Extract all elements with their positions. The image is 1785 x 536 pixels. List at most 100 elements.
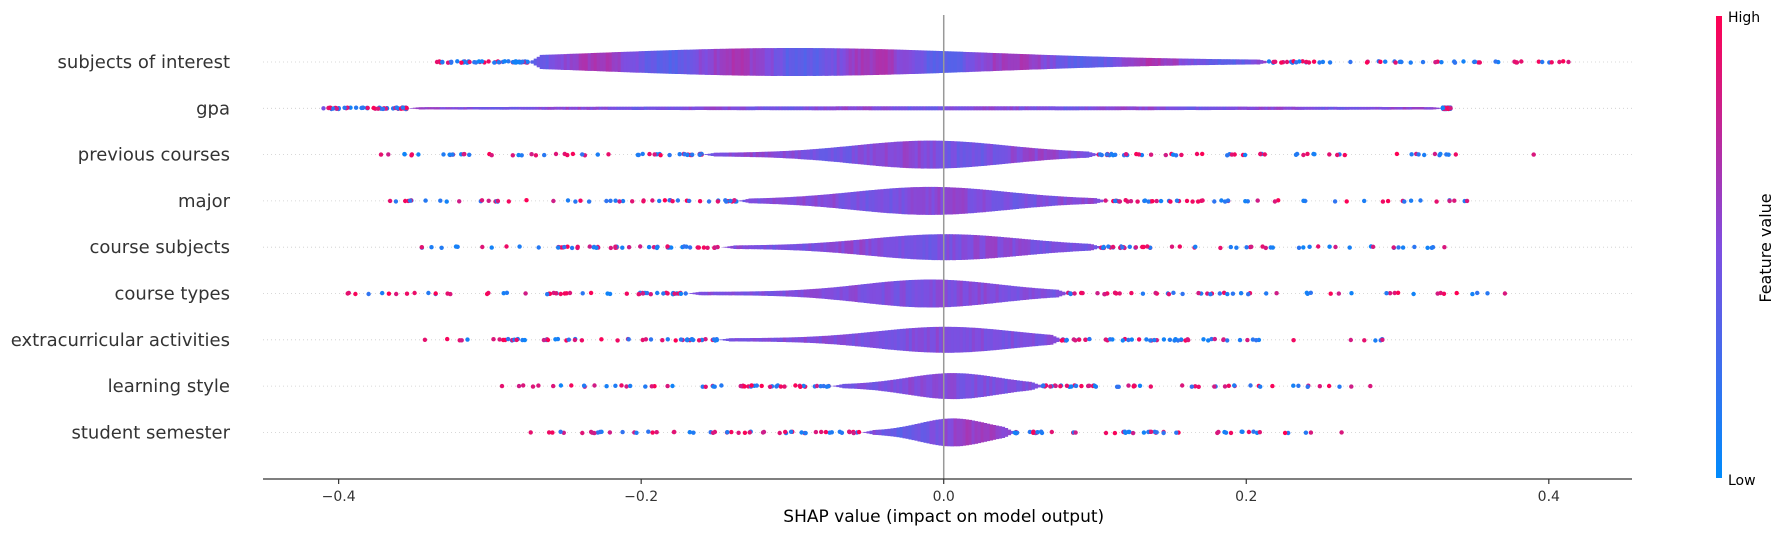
- violin-slice: [1177, 106, 1182, 111]
- violin-slice: [784, 197, 789, 205]
- violin-slice: [968, 52, 973, 72]
- violin-slice: [956, 373, 960, 400]
- feature-row-gpa: [263, 105, 1632, 112]
- violin-slice: [1001, 145, 1006, 164]
- violin-slice: [992, 283, 997, 304]
- violin-slice: [797, 337, 802, 343]
- violin-slice: [791, 150, 796, 159]
- violin-slice: [1333, 106, 1338, 110]
- violin-slice: [949, 106, 954, 111]
- violin-slice: [598, 106, 603, 110]
- violin-slice: [851, 48, 856, 76]
- violin-slice: [962, 327, 967, 353]
- violin-slice: [922, 186, 927, 215]
- data-point: [1110, 244, 1116, 250]
- violin-slice: [761, 151, 766, 158]
- feature-row-previous-courses: [263, 140, 1632, 169]
- violin-slice: [959, 141, 964, 168]
- violin-slice: [893, 281, 898, 306]
- violin-slice: [751, 198, 756, 204]
- colorbar-low-label: Low: [1728, 473, 1756, 489]
- violin-slice: [653, 50, 658, 74]
- violin-slice: [884, 49, 889, 75]
- violin-slice: [808, 195, 813, 206]
- data-point: [1120, 338, 1126, 343]
- violin-slice: [917, 140, 922, 169]
- violin-slice: [902, 378, 906, 395]
- violin-slice: [1166, 58, 1171, 66]
- violin-slice: [842, 286, 847, 301]
- data-point: [1059, 338, 1065, 343]
- violin-slice: [736, 106, 741, 111]
- violin-slice: [1165, 106, 1170, 111]
- data-point: [440, 60, 445, 65]
- violin-slice: [752, 48, 757, 76]
- violin-slice: [892, 106, 897, 111]
- data-point: [803, 430, 808, 436]
- violin-slice: [974, 421, 979, 444]
- violin-slice: [965, 327, 970, 353]
- data-point: [1549, 60, 1554, 65]
- data-point: [1073, 430, 1078, 435]
- violin-slice: [1034, 54, 1039, 70]
- violin-slice: [1018, 106, 1023, 111]
- violin-slice: [899, 427, 904, 438]
- data-point: [1395, 290, 1401, 295]
- violin-slice: [599, 52, 604, 72]
- violin-slice: [641, 51, 646, 73]
- data-point: [461, 152, 466, 157]
- violin-slice: [740, 48, 745, 76]
- data-point: [1396, 245, 1401, 250]
- violin-slice: [547, 106, 552, 110]
- violin-slice: [853, 191, 858, 211]
- violin-slice: [940, 187, 945, 215]
- data-point: [1291, 383, 1296, 388]
- violin-slice: [1001, 53, 1006, 71]
- violin-slice: [1225, 106, 1230, 110]
- violin-slice: [460, 107, 465, 110]
- violin-slice: [962, 141, 967, 168]
- violin-slice: [608, 52, 613, 72]
- data-point: [479, 198, 485, 203]
- violin-slice: [968, 419, 973, 445]
- violin-slice: [775, 244, 779, 250]
- violin-slice: [968, 373, 972, 399]
- violin-slice: [671, 50, 676, 74]
- violin-slice: [1048, 106, 1053, 111]
- violin-slice: [526, 106, 531, 110]
- violin-slice: [463, 107, 468, 110]
- points-previous-courses: [378, 151, 1536, 158]
- data-point: [1397, 59, 1403, 65]
- data-point: [742, 384, 747, 389]
- violin-slice: [1066, 106, 1071, 111]
- violin-slice: [1381, 107, 1386, 110]
- violin-slice: [905, 141, 910, 169]
- violin-slice: [689, 49, 694, 75]
- violin-slice: [914, 376, 918, 396]
- violin-slice: [1057, 106, 1062, 111]
- data-point: [1305, 291, 1310, 296]
- data-point: [416, 152, 421, 157]
- violin-slice: [764, 48, 769, 76]
- violin-slice: [968, 142, 973, 167]
- data-point: [506, 199, 511, 204]
- data-point: [711, 384, 716, 389]
- data-point: [1246, 292, 1251, 297]
- data-point: [1106, 244, 1111, 249]
- violin-slice: [862, 239, 866, 256]
- violin-course-subjects: [721, 234, 1103, 261]
- violin-slice: [887, 142, 892, 167]
- violin-slice: [842, 146, 847, 163]
- violin-slice: [751, 106, 756, 111]
- violin-slice: [1043, 334, 1048, 346]
- data-point: [1229, 152, 1235, 157]
- violin-slice: [466, 107, 471, 110]
- violin-slice: [656, 50, 661, 74]
- violin-slice: [739, 245, 743, 249]
- violin-slice: [725, 48, 730, 76]
- violin-slice: [802, 196, 807, 206]
- data-point: [1452, 60, 1458, 65]
- data-point: [467, 152, 472, 157]
- data-point: [556, 245, 561, 250]
- violin-slice: [821, 48, 826, 76]
